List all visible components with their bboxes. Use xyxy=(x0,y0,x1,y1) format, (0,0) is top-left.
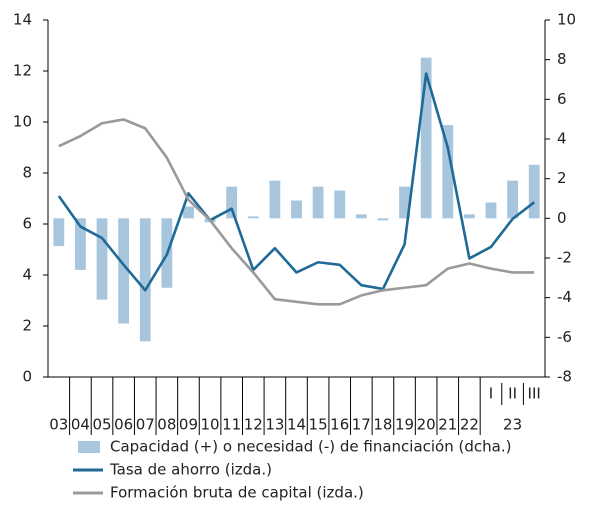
legend-label: Formación bruta de capital (izda.) xyxy=(110,484,364,502)
x-tick-label: 16 xyxy=(330,416,349,434)
bar xyxy=(334,190,346,219)
x-tick-label: 04 xyxy=(71,416,90,434)
y2-tick-label: -4 xyxy=(557,288,572,306)
legend-label: Capacidad (+) o necesidad (-) de financi… xyxy=(110,438,511,456)
bar xyxy=(420,57,432,219)
y-tick-label: 12 xyxy=(13,62,32,80)
y-tick-label: 2 xyxy=(22,317,32,335)
bar xyxy=(139,218,151,342)
x-tick-label: 19 xyxy=(395,416,414,434)
x-tick-label: 08 xyxy=(157,416,176,434)
bar xyxy=(377,218,389,221)
x-tick-label: II xyxy=(508,385,517,403)
y-tick-label: 10 xyxy=(13,113,32,131)
x-tick-label: 17 xyxy=(352,416,371,434)
bar xyxy=(247,216,259,219)
bar xyxy=(269,180,281,219)
y-tick-label: 6 xyxy=(22,215,32,233)
x-tick-label: 10 xyxy=(201,416,220,434)
x-tick-label: 07 xyxy=(136,416,155,434)
y2-tick-label: -8 xyxy=(557,368,572,386)
bar xyxy=(291,200,302,219)
bar xyxy=(528,164,540,219)
line-series xyxy=(58,118,535,306)
y2-tick-label: 8 xyxy=(557,50,567,68)
bar xyxy=(463,214,475,219)
x-tick-label: 22 xyxy=(460,416,479,434)
bar xyxy=(442,125,454,219)
y-tick-label: 4 xyxy=(22,266,32,284)
y-tick-label: 0 xyxy=(22,368,32,386)
bar xyxy=(312,186,324,219)
bar xyxy=(118,218,130,324)
x-tick-label: 09 xyxy=(179,416,198,434)
x-group-label: 23 xyxy=(503,416,522,434)
bar xyxy=(183,206,194,219)
x-tick-label: III xyxy=(528,385,541,403)
y2-tick-label: 10 xyxy=(557,11,576,29)
bar xyxy=(226,186,238,219)
bar xyxy=(355,214,367,219)
legend-swatch xyxy=(78,441,100,453)
bar xyxy=(75,218,86,270)
x-tick-label: I xyxy=(489,385,493,403)
x-tick-label: 15 xyxy=(309,416,328,434)
bar xyxy=(399,186,410,219)
x-tick-label: 11 xyxy=(222,416,241,434)
y2-tick-label: -2 xyxy=(557,249,572,267)
x-tick-label: 21 xyxy=(438,416,457,434)
bar xyxy=(96,218,108,300)
bar xyxy=(485,202,497,219)
bar xyxy=(53,218,65,247)
y-tick-label: 8 xyxy=(22,164,32,182)
x-tick-label: 12 xyxy=(244,416,263,434)
y2-tick-label: 6 xyxy=(557,90,567,108)
y2-tick-label: 2 xyxy=(557,169,567,187)
x-tick-label: 18 xyxy=(373,416,392,434)
y-tick-label: 14 xyxy=(13,11,32,29)
x-tick-label: 14 xyxy=(287,416,306,434)
x-tick-label: 06 xyxy=(114,416,133,434)
y2-tick-label: 4 xyxy=(557,130,567,148)
y2-tick-label: 0 xyxy=(557,209,567,227)
line-series xyxy=(57,72,535,292)
x-tick-label: 05 xyxy=(92,416,111,434)
legend-label: Tasa de ahorro (izda.) xyxy=(109,461,272,479)
x-tick-label: 13 xyxy=(265,416,284,434)
x-tick-label: 03 xyxy=(49,416,68,434)
x-tick-label: 20 xyxy=(417,416,436,434)
y2-tick-label: -6 xyxy=(557,328,572,346)
bar xyxy=(507,180,518,219)
